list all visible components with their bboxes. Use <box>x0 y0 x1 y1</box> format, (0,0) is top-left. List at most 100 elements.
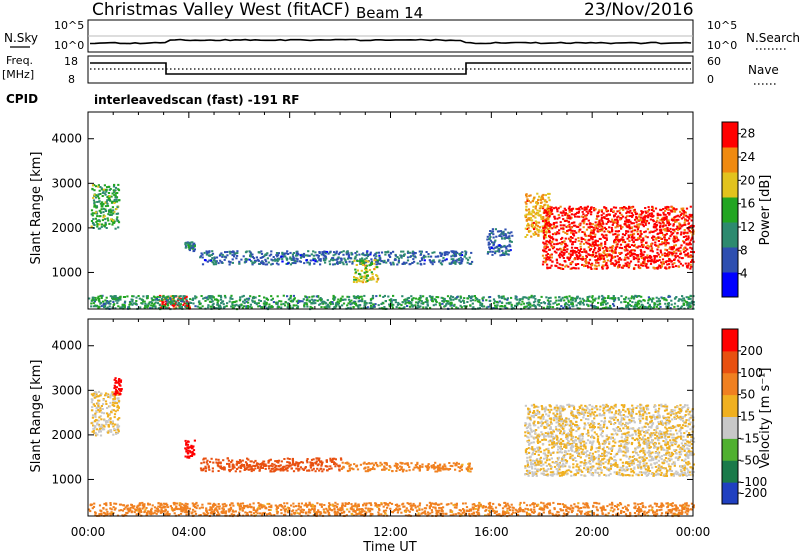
data-cell <box>605 254 608 257</box>
data-cell <box>419 260 422 263</box>
data-cell <box>365 302 368 305</box>
data-cell <box>600 210 603 213</box>
data-cell <box>547 228 550 231</box>
data-cell <box>678 256 681 259</box>
data-cell <box>101 423 104 426</box>
data-cell <box>679 262 682 265</box>
data-cell <box>206 459 209 462</box>
data-cell <box>198 302 202 305</box>
data-cell <box>113 387 116 390</box>
data-cell <box>443 297 446 300</box>
data-cell <box>270 299 273 301</box>
data-cell <box>335 262 339 264</box>
data-cell <box>92 305 96 308</box>
data-cell <box>306 261 310 264</box>
data-cell <box>628 299 632 302</box>
data-cell <box>683 221 686 224</box>
data-cell <box>299 254 302 257</box>
data-cell <box>626 215 629 218</box>
data-cell <box>104 193 107 196</box>
data-cell <box>449 301 453 304</box>
data-cell <box>250 468 253 471</box>
data-cell <box>178 306 181 309</box>
data-cell <box>334 253 337 256</box>
data-cell <box>557 254 561 257</box>
data-cell <box>689 306 692 308</box>
data-cell <box>549 213 552 216</box>
data-cell <box>261 461 264 464</box>
data-cell <box>494 228 497 231</box>
data-cell <box>198 306 201 309</box>
data-cell <box>553 215 556 218</box>
data-cell <box>347 254 350 257</box>
data-cell <box>495 300 499 303</box>
data-cell <box>348 260 351 263</box>
data-cell <box>173 299 176 302</box>
data-cell <box>464 306 467 309</box>
data-cell <box>682 216 685 219</box>
data-cell <box>320 462 323 465</box>
colorbar-swatch <box>722 272 738 298</box>
data-cell <box>597 223 600 226</box>
data-cell <box>360 280 363 283</box>
colorbar-frame <box>721 121 739 298</box>
data-cell <box>268 254 271 257</box>
data-cell <box>605 228 608 230</box>
data-cell <box>331 459 334 462</box>
data-cell <box>105 423 108 426</box>
data-cell <box>566 214 569 217</box>
data-cell <box>108 418 111 421</box>
data-cell <box>249 460 252 463</box>
data-cell <box>447 251 450 254</box>
data-cell <box>120 389 123 392</box>
data-cell <box>447 300 450 303</box>
data-cell <box>283 458 286 460</box>
data-cell <box>455 260 458 263</box>
data-cell <box>587 234 591 237</box>
data-cell <box>358 304 361 307</box>
data-cell <box>291 460 295 462</box>
data-cell <box>107 213 110 216</box>
data-cell <box>544 261 547 264</box>
data-cell <box>322 257 325 260</box>
data-cell <box>211 252 215 255</box>
data-cell <box>605 217 608 220</box>
data-cell <box>542 249 545 252</box>
data-cell <box>536 202 540 204</box>
data-cell <box>304 466 307 468</box>
data-cell <box>192 246 195 249</box>
data-cell <box>663 217 666 220</box>
data-cell <box>556 261 559 264</box>
data-cell <box>568 209 571 212</box>
data-cell <box>334 296 337 299</box>
data-cell <box>547 221 550 224</box>
data-cell <box>220 296 223 299</box>
power-panel-bg <box>88 112 693 309</box>
data-cell <box>529 212 532 215</box>
data-cell <box>419 294 422 297</box>
data-cell <box>450 262 453 265</box>
data-cell <box>441 259 444 262</box>
data-cell <box>186 440 190 443</box>
data-cell <box>193 439 196 442</box>
data-cell <box>202 467 205 470</box>
data-cell <box>601 221 604 224</box>
data-cell <box>337 256 340 259</box>
data-cell <box>568 252 571 255</box>
data-cell <box>590 211 593 213</box>
data-cell <box>599 225 602 228</box>
data-cell <box>636 303 639 306</box>
data-cell <box>637 254 640 257</box>
data-cell <box>296 305 300 308</box>
data-cell <box>231 251 234 254</box>
data-cell <box>112 191 116 194</box>
data-cell <box>253 302 257 304</box>
data-cell <box>326 303 330 306</box>
data-cell <box>532 209 535 212</box>
data-cell <box>189 246 192 248</box>
data-cell <box>190 446 193 449</box>
date-label: 23/Nov/2016 <box>584 0 694 20</box>
data-cell <box>618 265 621 268</box>
data-cell <box>509 301 512 304</box>
data-cell <box>162 304 165 307</box>
